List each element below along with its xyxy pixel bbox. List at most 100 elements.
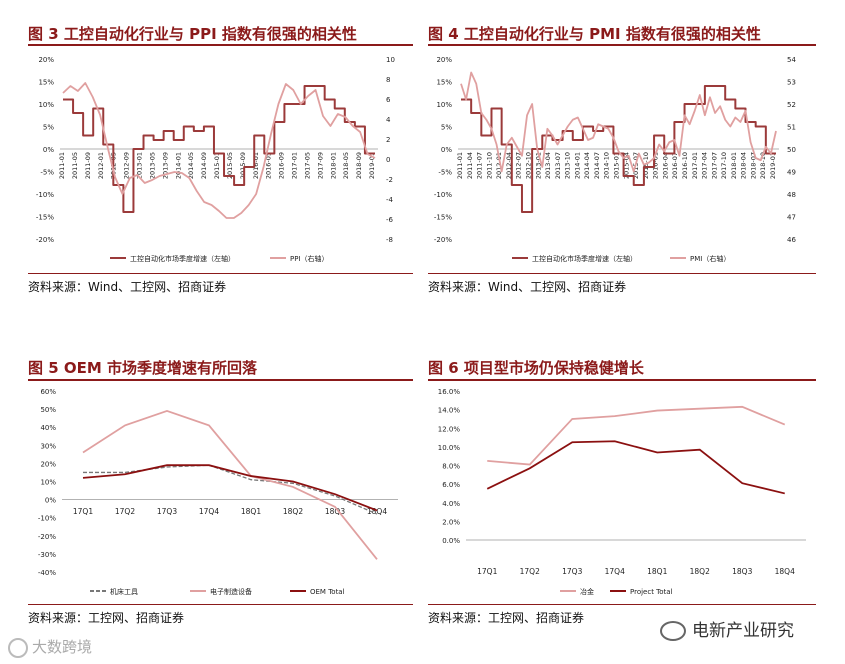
y-tick-left-label: 15%	[38, 79, 54, 87]
x-tick-label: 2014-04	[583, 152, 591, 179]
y-tick-left-label: 20%	[38, 56, 54, 64]
y-tick-right-label: -6	[386, 216, 394, 224]
x-tick-label: 2019-01	[368, 152, 376, 179]
y-tick-label: 0.0%	[442, 537, 460, 545]
legend-label: 机床工具	[110, 587, 138, 596]
x-tick-label: 2012-01	[495, 152, 503, 179]
x-tick-label: 2014-09	[200, 152, 208, 179]
x-tick-label: 2011-01	[58, 152, 66, 179]
legend-label: 电子制造设备	[210, 587, 252, 596]
panel-title-fig6: 图 6 项目型市场仍保持稳健增长	[428, 359, 644, 377]
y-tick-right-label: 10	[386, 56, 395, 64]
y-tick-right-label: 54	[787, 56, 796, 64]
x-tick-label: 18Q3	[732, 567, 752, 576]
watermark-left-text: 大数跨境	[32, 638, 93, 656]
legend-label: PMI（右轴）	[690, 254, 730, 263]
watermark-left-icon	[8, 637, 28, 658]
y-tick-right-label: 47	[787, 214, 796, 222]
watermark-right-text: 电新产业研究	[692, 621, 794, 641]
x-tick-label: 2014-07	[593, 152, 601, 179]
x-tick-label: 2015-10	[642, 152, 650, 179]
y-tick-right-label: 46	[787, 236, 796, 244]
wechat-icon	[660, 621, 686, 641]
x-tick-label: 2013-09	[161, 152, 169, 179]
x-tick-label: 2019-01	[769, 152, 777, 179]
x-tick-label: 2016-01	[252, 152, 260, 179]
x-tick-label: 2016-07	[671, 152, 679, 179]
x-tick-label: 2012-09	[123, 152, 131, 179]
x-tick-label: 2015-05	[226, 152, 234, 179]
title-rule-fig6	[428, 379, 816, 381]
x-tick-label: 2011-07	[476, 152, 484, 179]
y-tick-right-label: 52	[787, 101, 796, 109]
x-tick-label: 2017-10	[720, 152, 728, 179]
y-tick-label: 0%	[45, 497, 56, 505]
title-rule-fig3	[28, 44, 413, 46]
x-tick-label: 2018-07	[749, 152, 757, 179]
source-fig4: 资料来源：Wind、工控网、招商证券	[428, 280, 627, 294]
series-line-0	[487, 405, 786, 466]
y-tick-left-label: -15%	[36, 214, 54, 222]
series-line-1	[460, 71, 777, 173]
y-tick-left-label: 10%	[38, 101, 54, 109]
y-tick-right-label: 53	[787, 79, 796, 87]
y-tick-label: 16.0%	[438, 388, 461, 396]
y-tick-right-label: -8	[386, 236, 393, 244]
legend-label: 冶金	[580, 587, 594, 596]
x-tick-label: 2012-10	[524, 152, 532, 179]
x-tick-label: 2017-01	[691, 152, 699, 179]
x-tick-label: 2017-05	[303, 152, 311, 179]
x-tick-label: 2011-09	[84, 152, 92, 179]
y-tick-label: 4.0%	[442, 500, 460, 508]
x-tick-label: 2018-09	[355, 152, 363, 179]
watermark-right: 电新产业研究	[660, 616, 794, 641]
y-tick-left-label: 10%	[436, 101, 452, 109]
x-tick-label: 2018-04	[740, 152, 748, 179]
x-tick-label: 18Q4	[775, 567, 795, 576]
watermark-left: 大数跨境	[8, 636, 92, 658]
y-tick-right-label: -4	[386, 196, 394, 204]
x-tick-label: 2018-01	[329, 152, 337, 179]
y-tick-label: -30%	[38, 551, 56, 559]
y-tick-label: 40%	[40, 424, 56, 432]
x-tick-label: 17Q2	[520, 567, 540, 576]
x-tick-label: 2015-01	[213, 152, 221, 179]
x-tick-label: 2017-04	[701, 152, 709, 179]
x-tick-label: 2013-04	[544, 152, 552, 179]
x-tick-label: 2018-05	[342, 152, 350, 179]
y-tick-label: 30%	[40, 442, 56, 450]
y-tick-right-label: 8	[386, 76, 390, 84]
legend-label: PPI（右轴）	[290, 254, 329, 263]
series-line-1	[486, 440, 785, 495]
y-tick-left-label: 0%	[441, 146, 452, 154]
y-tick-left-label: -20%	[434, 236, 452, 244]
x-tick-label: 2014-10	[603, 152, 611, 179]
x-tick-label: 2014-01	[174, 152, 182, 179]
y-tick-right-label: 4	[386, 116, 391, 124]
series-line-1	[82, 409, 378, 560]
source-rule-fig5	[28, 604, 413, 605]
x-tick-label: 18Q2	[690, 567, 710, 576]
x-tick-label: 2015-04	[622, 152, 630, 179]
y-tick-left-label: 0%	[43, 146, 54, 154]
source-fig5: 资料来源：工控网、招商证券	[28, 611, 185, 625]
x-tick-label: 2011-05	[71, 152, 79, 179]
x-tick-label: 18Q3	[325, 507, 345, 516]
x-tick-label: 2016-10	[681, 152, 689, 179]
legend-label: Project Total	[630, 588, 673, 596]
x-tick-label: 2016-04	[661, 152, 669, 179]
x-tick-label: 17Q1	[73, 507, 93, 516]
x-tick-label: 17Q1	[477, 567, 497, 576]
y-tick-right-label: 2	[386, 136, 390, 144]
x-tick-label: 2017-01	[291, 152, 299, 179]
source-fig3: 资料来源：Wind、工控网、招商证券	[28, 280, 227, 294]
y-tick-left-label: -10%	[36, 191, 54, 199]
x-tick-label: 2013-05	[148, 152, 156, 179]
x-tick-label: 18Q1	[241, 507, 261, 516]
x-tick-label: 2014-01	[573, 152, 581, 179]
x-tick-label: 2015-01	[613, 152, 621, 179]
x-tick-label: 17Q3	[157, 507, 177, 516]
x-tick-label: 18Q2	[283, 507, 303, 516]
y-tick-label: 10.0%	[438, 444, 461, 452]
x-tick-label: 2016-09	[278, 152, 286, 179]
